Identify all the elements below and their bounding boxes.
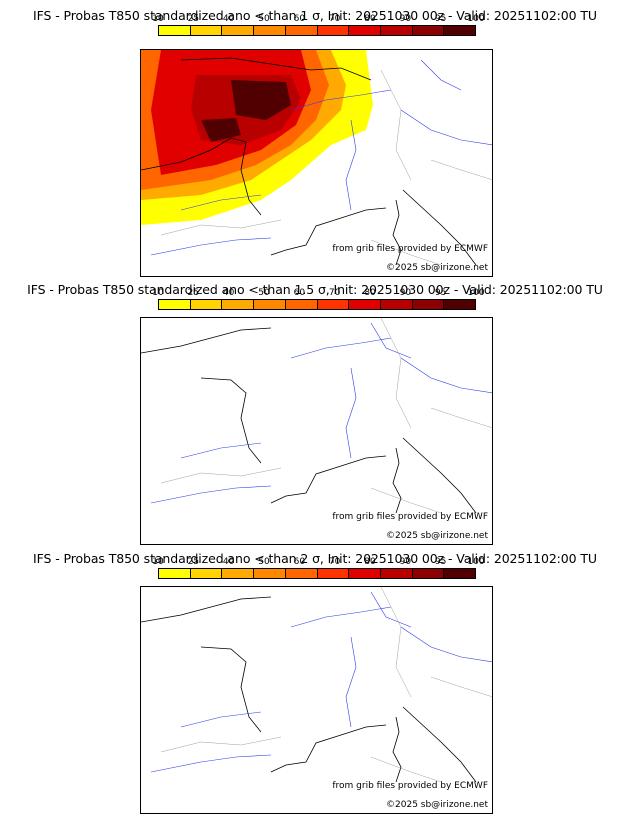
panel-title: IFS - Probas T850 standardized ano < tha… bbox=[27, 282, 603, 297]
coastline bbox=[141, 327, 477, 514]
colorbar-segment bbox=[254, 300, 286, 309]
colorbar-tick-label: 80 bbox=[364, 14, 376, 24]
coastline bbox=[141, 57, 477, 266]
colorbar-tick-label: 70 bbox=[328, 14, 341, 24]
source-credit: from grib files provided by ECMWF bbox=[332, 781, 488, 791]
colorbar-segment bbox=[412, 569, 445, 578]
colorbar-segment bbox=[380, 569, 413, 578]
colorbar-segment bbox=[190, 26, 223, 35]
colorbar-tick-label: 25 bbox=[187, 14, 200, 24]
colorbar-tick-label: 80 bbox=[364, 288, 376, 298]
copyright-credit: ©2025 sb@irizone.net bbox=[386, 800, 488, 810]
colorbar-ticks: 10 25 40 50 60 70 80 90 95 100 bbox=[150, 288, 490, 299]
rivers bbox=[150, 591, 492, 773]
colorbar-tick-label: 100 bbox=[467, 14, 485, 24]
colorbar-ticks: 10 25 40 50 60 70 80 90 95 100 bbox=[150, 557, 490, 568]
colorbar-tick-label: 70 bbox=[328, 288, 341, 298]
colorbar-segment bbox=[412, 26, 445, 35]
colorbar-tick-label: 40 bbox=[222, 14, 235, 24]
colorbar-tick-label: 50 bbox=[258, 14, 270, 24]
colorbar-tick-label: 10 bbox=[152, 14, 164, 24]
borders bbox=[160, 318, 492, 514]
colorbar bbox=[158, 568, 476, 579]
colorbar-tick-label: 25 bbox=[187, 557, 200, 567]
colorbar-segment bbox=[190, 300, 223, 309]
rivers bbox=[150, 322, 492, 504]
colorbar-segment bbox=[349, 26, 381, 35]
colorbar-segment bbox=[190, 569, 223, 578]
copyright-credit: ©2025 sb@irizone.net bbox=[386, 263, 488, 273]
colorbar-tick-label: 100 bbox=[467, 557, 485, 567]
colorbar-tick-label: 40 bbox=[222, 288, 235, 298]
panel-3: IFS - Probas T850 standardized ano < tha… bbox=[0, 543, 630, 819]
colorbar-tick-label: 100 bbox=[467, 288, 485, 298]
colorbar-segment bbox=[317, 569, 350, 578]
colorbar-segment bbox=[159, 26, 191, 35]
colorbar-segment bbox=[444, 26, 476, 35]
colorbar-segment bbox=[254, 26, 286, 35]
borders bbox=[160, 69, 492, 266]
colorbar-segment bbox=[285, 300, 318, 309]
colorbar-tick-label: 50 bbox=[258, 557, 270, 567]
colorbar bbox=[158, 25, 476, 36]
coastline bbox=[141, 596, 477, 783]
copyright-credit: ©2025 sb@irizone.net bbox=[386, 531, 488, 541]
colorbar-tick-label: 95 bbox=[434, 288, 447, 298]
panel-1: IFS - Probas T850 standardized ano < tha… bbox=[0, 0, 630, 277]
colorbar-segment bbox=[222, 300, 255, 309]
colorbar-segment bbox=[444, 569, 476, 578]
map-frame: from grib files provided by ECMWF ©2025 … bbox=[140, 317, 493, 545]
colorbar-segment bbox=[444, 300, 476, 309]
probability-map bbox=[141, 50, 492, 266]
colorbar-tick-label: 60 bbox=[293, 14, 306, 24]
map-frame: from grib files provided by ECMWF ©2025 … bbox=[140, 49, 493, 277]
panel-2: IFS - Probas T850 standardized ano < tha… bbox=[0, 274, 630, 550]
colorbar-segment bbox=[285, 569, 318, 578]
colorbar-tick-label: 95 bbox=[434, 14, 447, 24]
colorbar-segment bbox=[349, 569, 381, 578]
borders bbox=[160, 587, 492, 783]
colorbar-tick-label: 50 bbox=[258, 288, 270, 298]
source-credit: from grib files provided by ECMWF bbox=[332, 244, 488, 254]
colorbar-segment bbox=[317, 26, 350, 35]
colorbar-tick-label: 40 bbox=[222, 557, 235, 567]
panel-title: IFS - Probas T850 standardized ano < tha… bbox=[33, 8, 597, 23]
colorbar-segment bbox=[222, 26, 255, 35]
colorbar-ticks: 10 25 40 50 60 70 80 90 95 100 bbox=[150, 14, 490, 25]
panel-title: IFS - Probas T850 standardized ano < tha… bbox=[33, 551, 597, 566]
colorbar-segment bbox=[380, 26, 413, 35]
colorbar-tick-label: 25 bbox=[187, 288, 200, 298]
colorbar-segment bbox=[317, 300, 350, 309]
colorbar-tick-label: 70 bbox=[328, 557, 341, 567]
source-credit: from grib files provided by ECMWF bbox=[332, 512, 488, 522]
colorbar-tick-label: 10 bbox=[152, 557, 164, 567]
colorbar-tick-label: 90 bbox=[399, 288, 412, 298]
colorbar-tick-label: 90 bbox=[399, 557, 412, 567]
colorbar-tick-label: 95 bbox=[434, 557, 447, 567]
colorbar-segment bbox=[285, 26, 318, 35]
rivers bbox=[150, 59, 492, 256]
colorbar-tick-label: 80 bbox=[364, 557, 376, 567]
colorbar-segment bbox=[159, 300, 191, 309]
colorbar-segment bbox=[159, 569, 191, 578]
colorbar bbox=[158, 299, 476, 310]
colorbar-segment bbox=[412, 300, 445, 309]
colorbar-segment bbox=[349, 300, 381, 309]
colorbar-segment bbox=[254, 569, 286, 578]
colorbar-tick-label: 60 bbox=[293, 557, 306, 567]
colorbar-segment bbox=[222, 569, 255, 578]
probability-map bbox=[141, 587, 492, 783]
probability-field bbox=[141, 50, 373, 225]
colorbar-tick-label: 10 bbox=[152, 288, 164, 298]
probability-map bbox=[141, 318, 492, 514]
colorbar-segment bbox=[380, 300, 413, 309]
colorbar-tick-label: 60 bbox=[293, 288, 306, 298]
map-frame: from grib files provided by ECMWF ©2025 … bbox=[140, 586, 493, 814]
colorbar-tick-label: 90 bbox=[399, 14, 412, 24]
